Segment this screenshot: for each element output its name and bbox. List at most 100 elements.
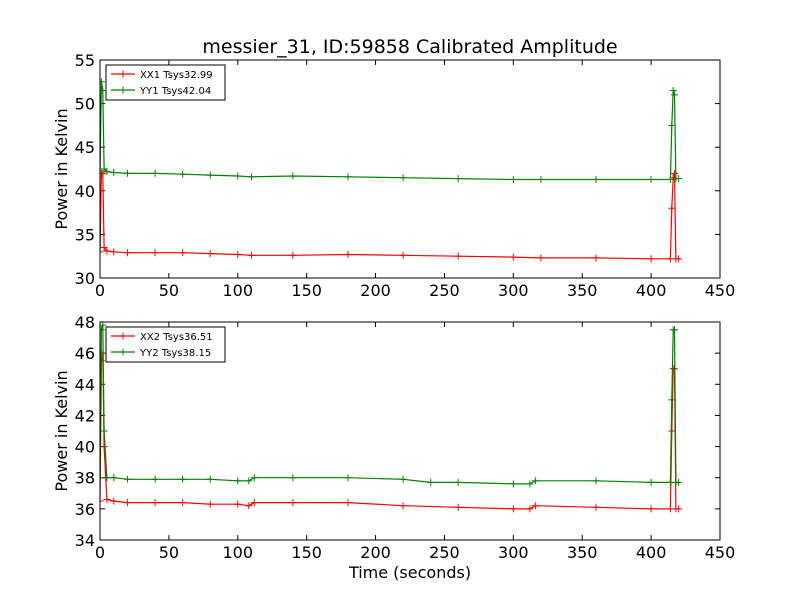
data-point bbox=[647, 478, 655, 486]
y-tick-label: 45 bbox=[75, 138, 95, 157]
data-point bbox=[110, 497, 118, 505]
data-point bbox=[647, 505, 655, 513]
data-point bbox=[666, 175, 674, 183]
data-point bbox=[592, 503, 600, 511]
y-tick-label: 55 bbox=[75, 51, 95, 70]
data-point bbox=[289, 172, 297, 180]
data-point bbox=[509, 480, 517, 488]
data-point bbox=[250, 499, 258, 507]
x-tick-label: 50 bbox=[159, 281, 179, 300]
data-point bbox=[248, 173, 256, 181]
data-point bbox=[675, 255, 683, 263]
data-point bbox=[289, 499, 297, 507]
data-point bbox=[234, 477, 242, 485]
axes-frame bbox=[99, 59, 721, 279]
y-axis-label: Power in Kelvin bbox=[52, 108, 71, 229]
data-point bbox=[671, 169, 679, 177]
axes-frame bbox=[99, 321, 721, 541]
data-point bbox=[206, 171, 214, 179]
x-tick-label: 50 bbox=[159, 543, 179, 562]
data-point bbox=[647, 255, 655, 263]
data-point bbox=[592, 254, 600, 262]
data-point bbox=[526, 480, 534, 488]
data-point bbox=[592, 477, 600, 485]
data-point bbox=[100, 497, 104, 505]
data-point bbox=[344, 173, 352, 181]
data-point bbox=[344, 474, 352, 482]
x-tick-label: 450 bbox=[705, 543, 736, 562]
data-point bbox=[124, 249, 132, 257]
y-tick-label: 40 bbox=[75, 182, 95, 201]
bottom-panel: 0 50 100 150 200 250 300 350 400 450 34 36 38 40 42 44 4… bbox=[52, 313, 735, 562]
data-point bbox=[245, 477, 253, 485]
data-point bbox=[206, 500, 214, 508]
data-point bbox=[509, 505, 517, 513]
data-point bbox=[179, 170, 187, 178]
data-point bbox=[344, 499, 352, 507]
y-tick-label: 48 bbox=[75, 313, 95, 332]
data-point bbox=[179, 499, 187, 507]
x-tick-label: 200 bbox=[360, 543, 391, 562]
data-point bbox=[399, 174, 407, 182]
data-point bbox=[509, 253, 517, 261]
y-tick-label: 34 bbox=[75, 531, 95, 550]
data-point bbox=[234, 250, 242, 258]
top-panel: 0 50 100 150 200 250 300 350 400 450 30 35 40 45 50 55 P… bbox=[52, 51, 735, 300]
x-tick-label: 150 bbox=[291, 281, 322, 300]
x-axis-label: Time (seconds) bbox=[348, 563, 471, 582]
y-tick-label: 36 bbox=[75, 500, 95, 519]
x-tick-label: 400 bbox=[636, 543, 667, 562]
data-point bbox=[103, 496, 111, 504]
data-point bbox=[100, 427, 108, 435]
legend: XX2 Tsys36.51 YY2 Tsys38.15 bbox=[105, 326, 226, 363]
data-point bbox=[206, 475, 214, 483]
data-point bbox=[675, 175, 683, 183]
x-tick-label: 0 bbox=[95, 543, 105, 562]
data-point bbox=[103, 247, 111, 255]
data-point bbox=[110, 168, 118, 176]
x-tick-label: 200 bbox=[360, 281, 391, 300]
y-tick-label: 30 bbox=[75, 269, 95, 288]
x-tick-label: 100 bbox=[223, 281, 254, 300]
legend: XX1 Tsys32.99 YY1 Tsys42.04 bbox=[105, 64, 226, 101]
data-point bbox=[669, 87, 677, 95]
data-point bbox=[454, 175, 462, 183]
data-point bbox=[344, 250, 352, 258]
x-tick-label: 0 bbox=[95, 281, 105, 300]
data-point bbox=[248, 251, 256, 259]
y-tick-label: 38 bbox=[75, 469, 95, 488]
data-point bbox=[103, 168, 111, 176]
legend-label: XX2 Tsys36.51 bbox=[140, 332, 213, 343]
data-point bbox=[668, 396, 676, 404]
data-point bbox=[531, 502, 539, 510]
legend-entry: YY1 Tsys42.04 bbox=[111, 86, 211, 97]
data-point bbox=[124, 475, 132, 483]
data-point bbox=[454, 252, 462, 260]
y-tick-label: 46 bbox=[75, 344, 95, 363]
x-tick-label: 450 bbox=[705, 281, 736, 300]
data-point bbox=[234, 500, 242, 508]
data-point bbox=[647, 175, 655, 183]
data-point bbox=[289, 251, 297, 259]
data-point bbox=[100, 443, 108, 451]
data-point bbox=[427, 478, 435, 486]
x-tick-label: 350 bbox=[567, 543, 598, 562]
data-point bbox=[100, 474, 104, 482]
legend-entry: XX2 Tsys36.51 bbox=[111, 332, 213, 343]
data-point bbox=[454, 503, 462, 511]
data-point bbox=[179, 475, 187, 483]
data-point bbox=[675, 478, 683, 486]
legend-box bbox=[105, 64, 226, 101]
data-point bbox=[668, 121, 676, 129]
data-point bbox=[151, 169, 159, 177]
legend-entry: YY2 Tsys38.15 bbox=[111, 348, 211, 359]
x-tick-label: 400 bbox=[636, 281, 667, 300]
data-point bbox=[100, 248, 104, 256]
data-point bbox=[250, 474, 258, 482]
data-point bbox=[671, 326, 679, 334]
data-point bbox=[124, 169, 132, 177]
data-point bbox=[454, 478, 462, 486]
data-point bbox=[100, 326, 105, 334]
